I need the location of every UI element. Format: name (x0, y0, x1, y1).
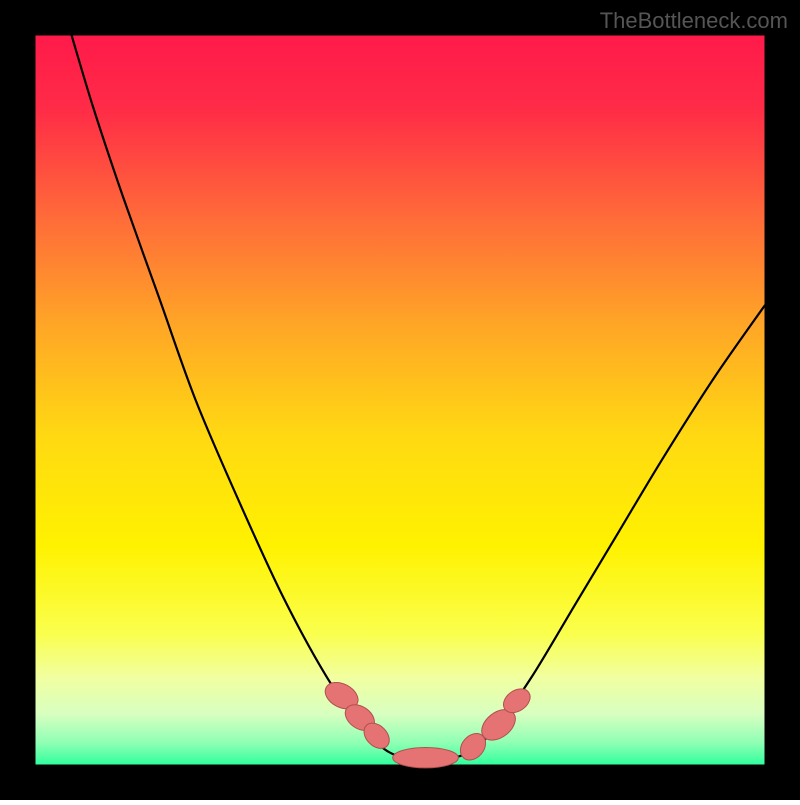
chart-container: TheBottleneck.com (0, 0, 800, 800)
bottleneck-curve-chart (0, 0, 800, 800)
watermark-text: TheBottleneck.com (600, 8, 788, 34)
curve-marker (393, 747, 459, 767)
